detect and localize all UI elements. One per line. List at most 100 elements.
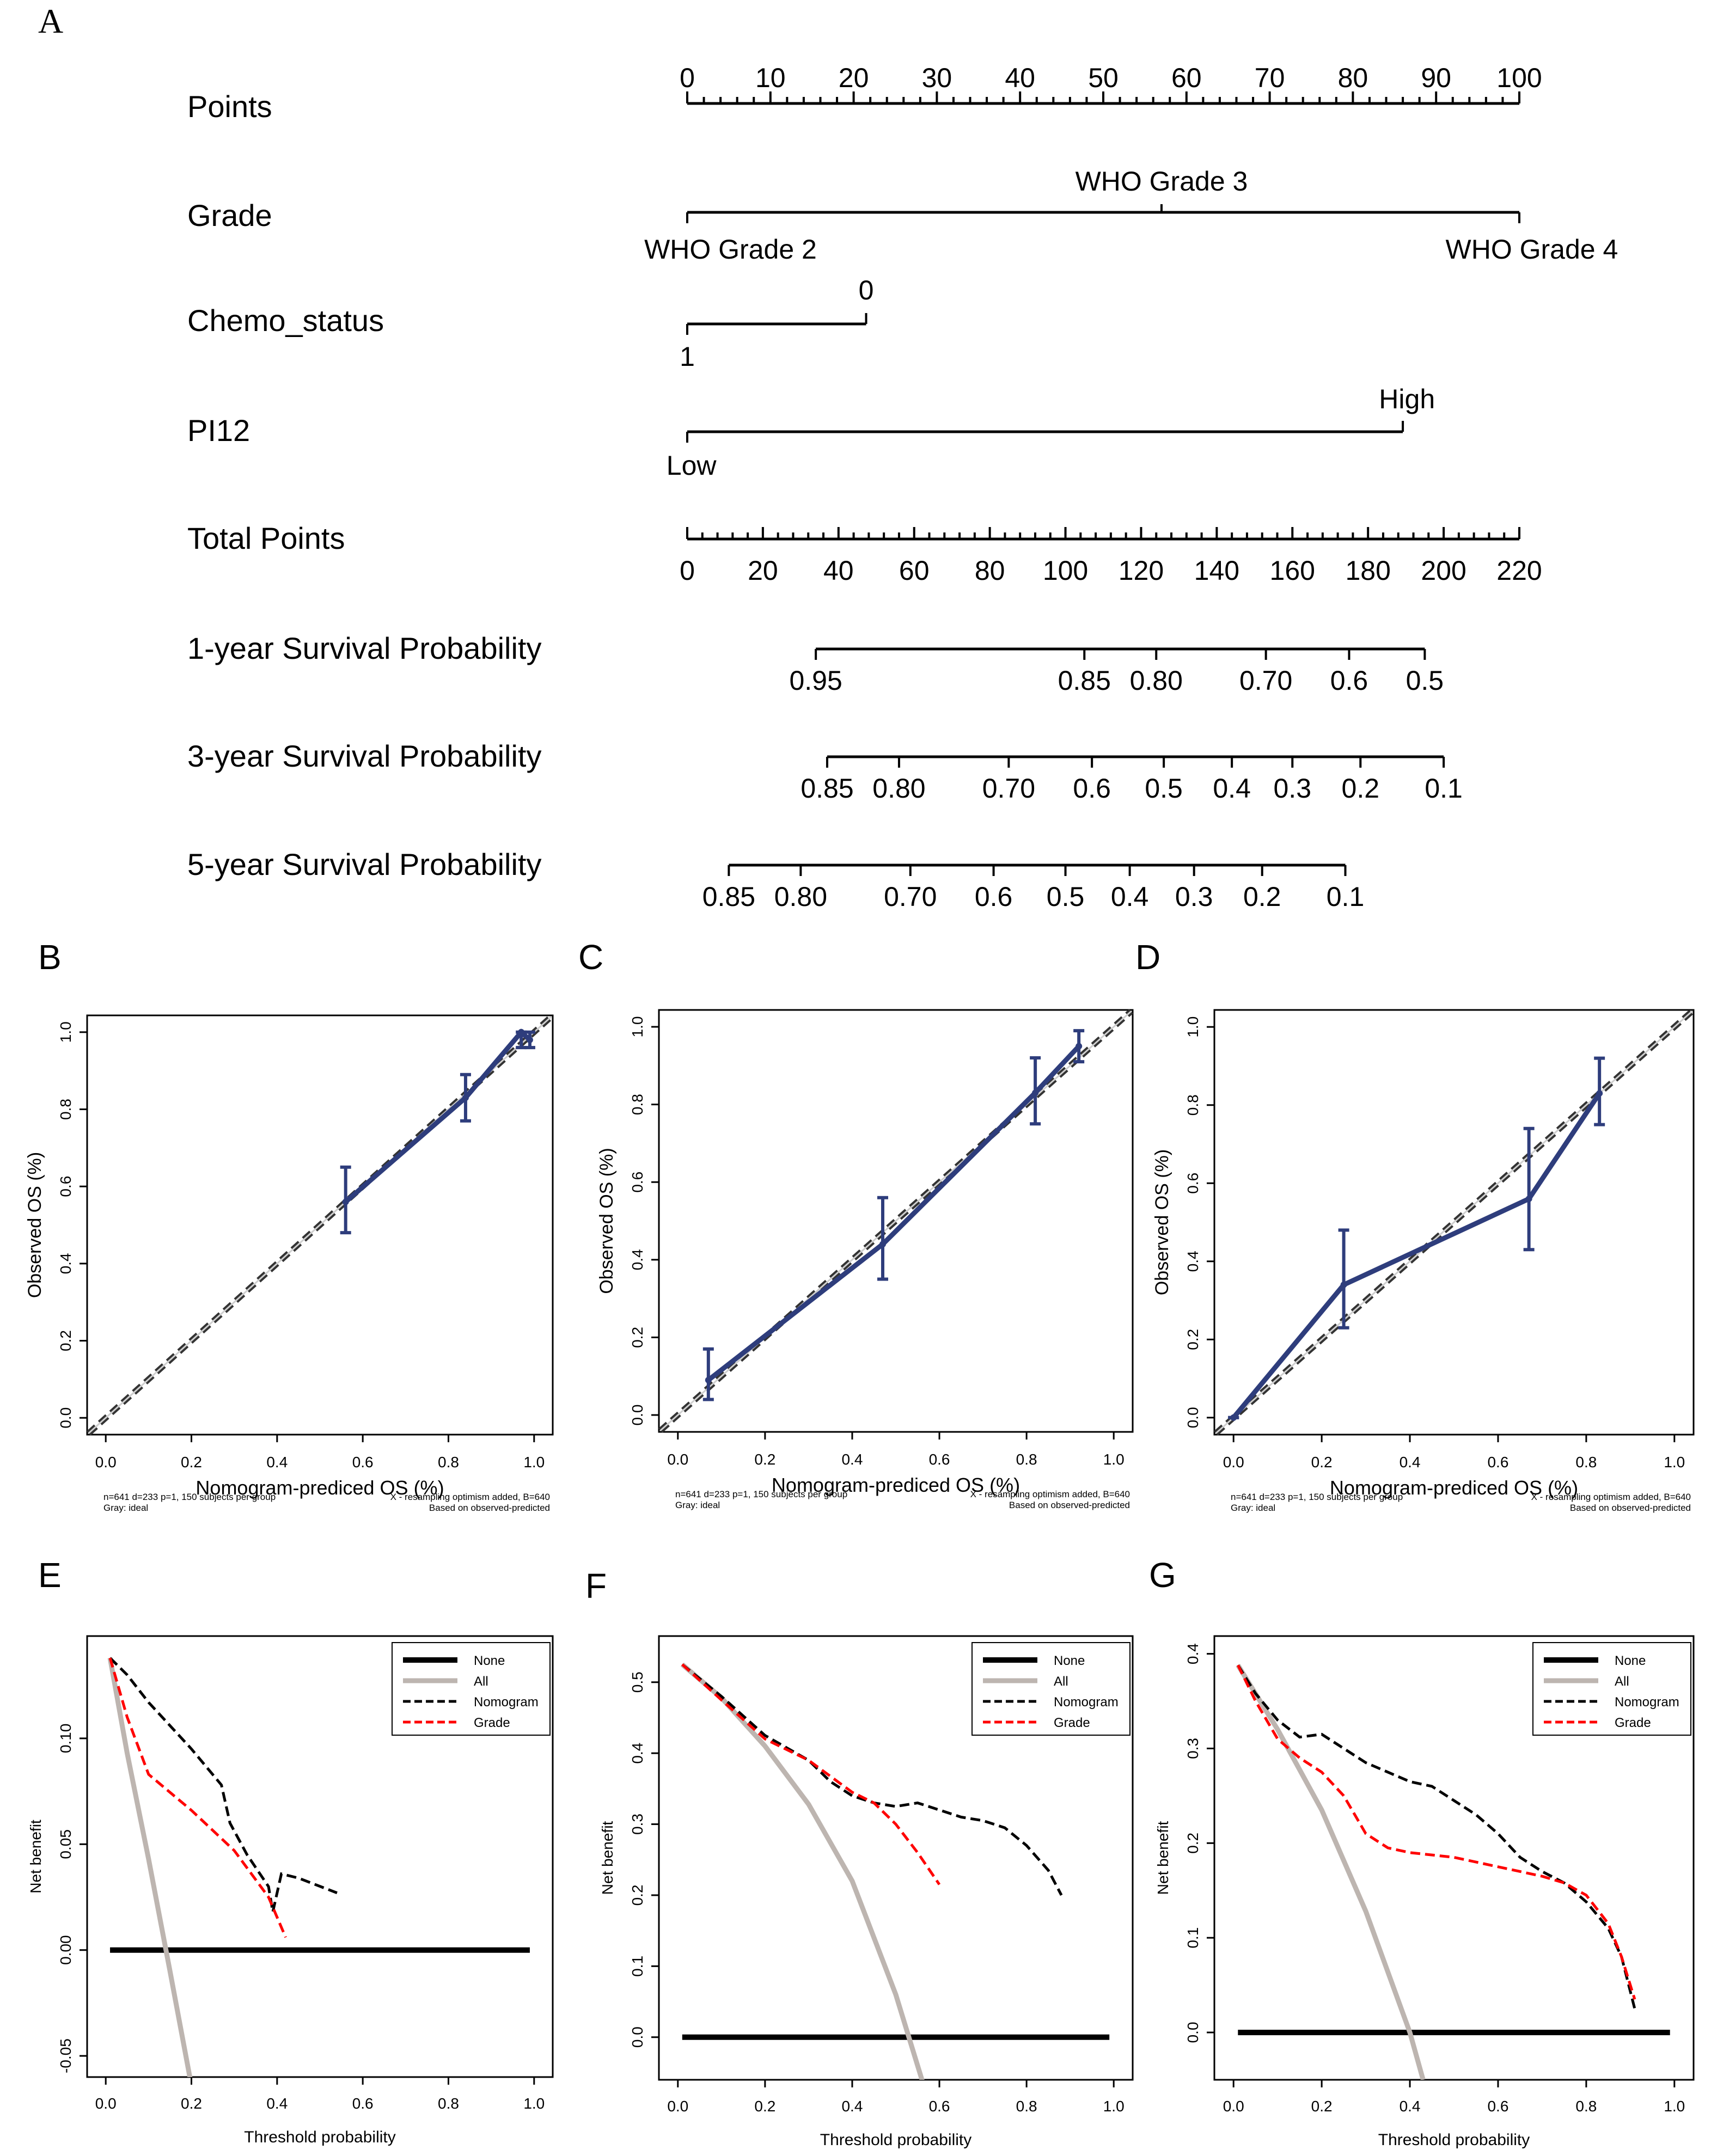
ideal-gray-line: [1215, 1010, 1693, 1434]
calibration-footnote: Gray: ideal: [675, 1500, 720, 1510]
surv5-row-tick-label: 0.5: [1047, 881, 1085, 912]
y-tick-label: 0.00: [57, 1935, 74, 1965]
surv3-row-tick-label: 0.2: [1342, 773, 1380, 804]
points-tick-label: 90: [1421, 63, 1451, 93]
y-tick-label: 0.6: [629, 1172, 646, 1193]
x-tick-label: 0.2: [1311, 1454, 1333, 1471]
total-row-label: Total Points: [187, 521, 345, 555]
x-tick-label: 0.4: [841, 2098, 863, 2115]
y-tick-label: 0.8: [57, 1099, 74, 1120]
y-tick-label: 0.8: [629, 1094, 646, 1115]
y-tick-label: 0.0: [629, 1405, 646, 1426]
dca-curve-grade: [681, 1663, 941, 1885]
calibration-footnote: Gray: ideal: [1231, 1503, 1275, 1513]
surv1-row-tick-label: 0.6: [1330, 665, 1368, 696]
surv3-row-tick-label: 0.4: [1213, 773, 1251, 804]
dca-curve-all: [680, 1662, 925, 2080]
x-tick-label: 0.8: [1575, 1454, 1597, 1471]
y-tick-label: 0.4: [1184, 1643, 1201, 1664]
dca-y-axis-label: Net benefit: [27, 1820, 44, 1894]
surv5-row-tick-label: 0.6: [975, 881, 1013, 912]
y-tick-label: 0.4: [1184, 1251, 1201, 1272]
dca-curve-nomogram: [1237, 1664, 1636, 2010]
surv3-row-tick-label: 0.85: [800, 773, 853, 804]
y-tick-label: 0.4: [57, 1253, 74, 1274]
x-tick-label: 1.0: [1103, 2098, 1125, 2115]
dca-x-axis-label: Threshold probability: [1378, 2131, 1530, 2149]
calibration-x-axis-label: Nomogram-prediced OS (%): [1330, 1477, 1578, 1499]
y-tick-label: 1.0: [629, 1016, 646, 1038]
y-tick-label: 0.4: [629, 1249, 646, 1270]
dca-curve-all: [1236, 1664, 1426, 2080]
dca-x-axis-label: Threshold probability: [244, 2128, 395, 2146]
calibration-y-axis-label: Observed OS (%): [25, 1152, 45, 1298]
surv5-row-tick-label: 0.80: [774, 881, 827, 912]
calibration-footnote: Based on observed-predicted: [1570, 1503, 1691, 1513]
calibration-point: [705, 1376, 712, 1383]
points-tick-label: 0: [680, 63, 695, 93]
x-tick-label: 0.0: [667, 2098, 688, 2115]
y-tick-label: 0.4: [629, 1743, 646, 1764]
surv3-row-tick-label: 0.3: [1274, 773, 1312, 804]
total-tick-label: 20: [748, 555, 778, 586]
dca-curve-grade: [108, 1657, 287, 1938]
calibration-footnote: n=641 d=233 p=1, 150 subjects per group: [1231, 1492, 1403, 1502]
legend-label: All: [474, 1674, 488, 1689]
observed-calibration-line: [707, 1044, 1081, 1382]
legend-label: Nomogram: [1054, 1695, 1119, 1710]
y-tick-label: 0.3: [1184, 1738, 1201, 1759]
x-tick-label: 0.2: [181, 1454, 202, 1471]
calibration-footnote: X - resampling optimism added, B=640: [390, 1492, 550, 1502]
calibration-plot-frame-D: [1213, 1009, 1695, 1436]
grade-level-label: WHO Grade 2: [644, 234, 817, 265]
x-tick-label: 1.0: [1664, 2098, 1685, 2115]
y-tick-label: 0.2: [629, 1884, 646, 1906]
x-tick-label: 0.8: [1016, 1451, 1037, 1468]
ideal-gray-line: [659, 1010, 1132, 1431]
legend-label: Grade: [1054, 1716, 1090, 1730]
x-tick-label: 0.2: [181, 2095, 202, 2112]
x-tick-label: 1.0: [1103, 1451, 1125, 1468]
dca-curve-nomogram: [681, 1663, 1063, 1896]
panel-label-A: A: [38, 2, 63, 40]
observed-calibration-line: [344, 1028, 531, 1204]
legend-label: Grade: [474, 1716, 510, 1730]
calibration-point: [462, 1094, 469, 1101]
x-tick-label: 0.0: [1223, 2098, 1244, 2115]
panel-label-C: C: [578, 938, 603, 977]
x-tick-label: 0.6: [352, 1454, 374, 1471]
total-tick-label: 100: [1043, 555, 1088, 586]
panel-label-B: B: [38, 938, 62, 977]
calibration-plot-frame-C: [658, 1009, 1134, 1433]
x-tick-label: 0.4: [266, 2095, 288, 2112]
x-tick-label: 0.6: [1487, 1454, 1508, 1471]
total-tick-label: 200: [1421, 555, 1466, 586]
points-tick-label: 70: [1255, 63, 1285, 93]
calibration-footnote: n=641 d=233 p=1, 150 subjects per group: [675, 1489, 847, 1499]
total-tick-label: 220: [1496, 555, 1542, 586]
legend-label: All: [1054, 1674, 1068, 1689]
legend-label: Nomogram: [1615, 1695, 1679, 1710]
calibration-x-axis-label: Nomogram-prediced OS (%): [772, 1474, 1020, 1496]
dca-curve-grade: [1237, 1664, 1636, 2000]
surv1-row-tick-label: 0.70: [1239, 665, 1292, 696]
dca-plot-frame-G: [1213, 1635, 1695, 2081]
y-tick-label: 0.1: [1184, 1927, 1201, 1949]
surv3-row-tick-label: 0.80: [872, 773, 925, 804]
surv1-row-tick-label: 0.95: [789, 665, 842, 696]
y-tick-label: 0.0: [57, 1407, 74, 1429]
y-tick-label: 0.0: [1184, 2022, 1201, 2043]
surv1-row-tick-label: 0.80: [1130, 665, 1183, 696]
x-tick-label: 0.0: [667, 1451, 688, 1468]
surv5-row-label: 5-year Survival Probability: [187, 847, 541, 881]
calibration-footnote: Based on observed-predicted: [1009, 1500, 1130, 1510]
y-tick-label: 0.5: [629, 1671, 646, 1693]
calibration-y-axis-label: Observed OS (%): [596, 1148, 617, 1294]
calibration-point: [1076, 1043, 1083, 1050]
x-tick-label: 0.2: [754, 1451, 775, 1468]
x-tick-label: 1.0: [1664, 1454, 1685, 1471]
observed-calibration-line: [1231, 1092, 1602, 1419]
calibration-footnote: n=641 d=233 p=1, 150 subjects per group: [103, 1492, 276, 1502]
panel-label-G: G: [1149, 1555, 1176, 1595]
calibration-x-axis-label: Nomogram-prediced OS (%): [195, 1477, 444, 1499]
